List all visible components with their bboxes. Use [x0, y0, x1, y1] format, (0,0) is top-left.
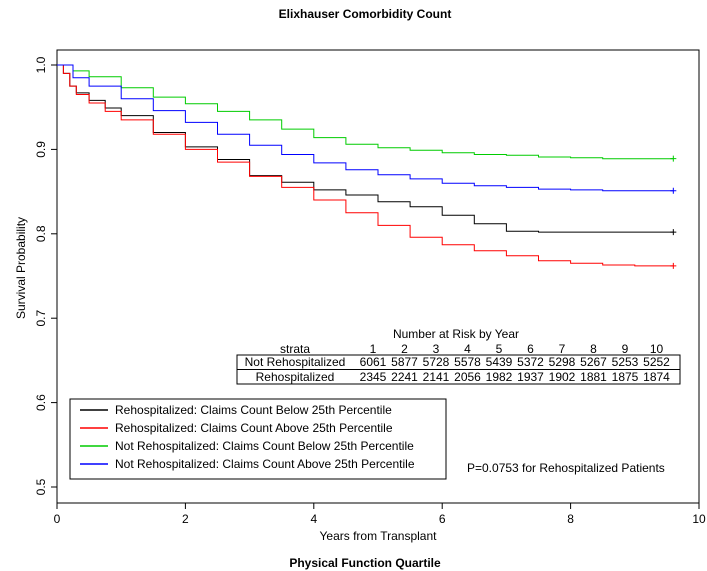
- risk-cell: 5439: [486, 355, 513, 369]
- risk-row-label: Rehospitalized: [256, 370, 335, 384]
- risk-cell: 1902: [549, 370, 576, 384]
- risk-row-label: Not Rehospitalized: [245, 355, 346, 369]
- risk-year-label: 2: [401, 342, 408, 356]
- risk-cell: 2241: [391, 370, 418, 384]
- risk-cell: 2056: [454, 370, 481, 384]
- chart-subtitle: Physical Function Quartile: [289, 556, 441, 570]
- risk-year-label: 10: [650, 342, 664, 356]
- p-value-annotation: P=0.0753 for Rehospitalized Patients: [467, 461, 665, 475]
- risk-cell: 1881: [580, 370, 607, 384]
- censor-mark-1: [670, 229, 677, 236]
- censor-mark-3: [670, 155, 677, 162]
- risk-year-label: 6: [527, 342, 534, 356]
- risk-table-rows: Not Rehospitalized 6061 5877 5728 5578 5439 53…: [245, 355, 671, 384]
- x-tick-label: 4: [310, 512, 317, 526]
- risk-year-label: 5: [496, 342, 503, 356]
- legend-label: Not Rehospitalized: Claims Count Above 2…: [115, 457, 415, 471]
- risk-cell: 5253: [612, 355, 639, 369]
- x-tick-label: 0: [54, 512, 61, 526]
- risk-cell: 1982: [486, 370, 513, 384]
- risk-year-label: 1: [370, 342, 377, 356]
- x-axis-label: Years from Transplant: [320, 529, 438, 543]
- risk-cell: 6061: [360, 355, 387, 369]
- y-tick-label: 0.7: [34, 310, 48, 327]
- series-line-3: [57, 64, 674, 160]
- legend-label: Rehospitalized: Claims Count Below 25th …: [115, 403, 392, 417]
- risk-year-label: 8: [590, 342, 597, 356]
- x-tick-label: 8: [567, 512, 574, 526]
- censor-mark-4: [670, 187, 677, 194]
- risk-year-label: 3: [433, 342, 440, 356]
- risk-cell: 2345: [360, 370, 387, 384]
- series-line-4: [57, 64, 674, 192]
- risk-year-label: 9: [622, 342, 629, 356]
- risk-cell: 5372: [517, 355, 544, 369]
- y-tick-label: 0.5: [34, 478, 48, 495]
- legend-label: Not Rehospitalized: Claims Count Below 2…: [115, 439, 414, 453]
- y-tick-label: 0.9: [34, 141, 48, 158]
- risk-cell: 1874: [643, 370, 670, 384]
- legend: Rehospitalized: Claims Count Below 25th …: [69, 398, 447, 480]
- risk-cell: 2141: [423, 370, 450, 384]
- y-tick-label: 1.0: [34, 56, 48, 73]
- series-layer: [57, 64, 677, 269]
- risk-year-label: 4: [464, 342, 471, 356]
- x-tick-label: 6: [439, 512, 446, 526]
- y-tick-label: 0.8: [34, 225, 48, 242]
- series-line-2: [57, 64, 674, 267]
- risk-table-years: 1 2 3 4 5 6 7 8 9 10: [370, 342, 664, 356]
- x-tick-label: 10: [692, 512, 706, 526]
- risk-cell: 5578: [454, 355, 481, 369]
- legend-frame: [69, 398, 447, 480]
- risk-cell: 1875: [612, 370, 639, 384]
- risk-cell: 5267: [580, 355, 607, 369]
- risk-table-header: strata: [280, 342, 310, 356]
- risk-cell: 1937: [517, 370, 544, 384]
- y-tick-label: 0.6: [34, 394, 48, 411]
- y-axis: 0.5 0.6 0.7 0.8 0.9 1.0: [34, 56, 57, 495]
- chart-title: Elixhauser Comorbidity Count: [279, 7, 452, 21]
- x-tick-label: 2: [182, 512, 189, 526]
- risk-table-title: Number at Risk by Year: [393, 327, 519, 341]
- series-line-1: [57, 64, 674, 233]
- legend-label: Rehospitalized: Claims Count Above 25th …: [115, 421, 393, 435]
- risk-cell: 5728: [423, 355, 450, 369]
- risk-cell: 5252: [643, 355, 670, 369]
- risk-year-label: 7: [559, 342, 566, 356]
- risk-cell: 5298: [549, 355, 576, 369]
- x-axis: 0 2 4 6 8 10: [54, 503, 706, 526]
- plot-frame: [56, 49, 700, 504]
- censor-mark-2: [670, 262, 677, 269]
- risk-cell: 5877: [391, 355, 418, 369]
- y-axis-label: Survival Probability: [14, 217, 28, 319]
